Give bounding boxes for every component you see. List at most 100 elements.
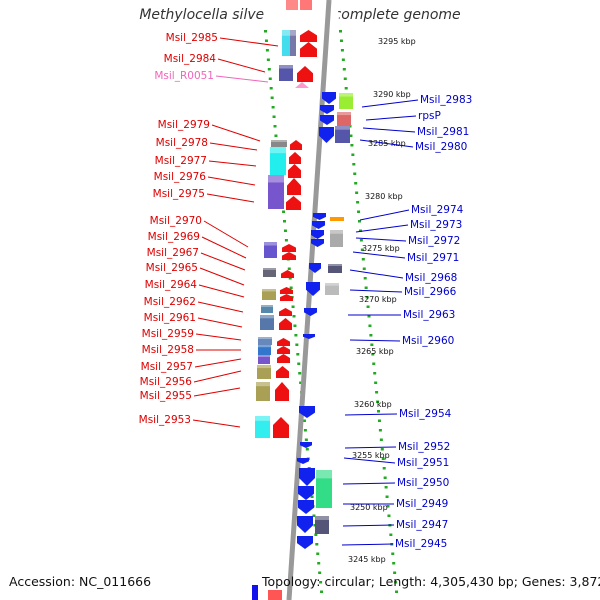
leader-line — [349, 289, 403, 293]
gene-label-msil_2967: Msil_2967 — [147, 247, 199, 259]
left-ruler-dot — [299, 381, 303, 384]
right-ruler-dot — [383, 476, 387, 479]
accession-text: Accession: NC_011666 — [9, 574, 152, 589]
right-ruler-dot — [356, 201, 360, 204]
left-ruler-dot — [315, 543, 319, 546]
left-ruler-dot — [293, 324, 297, 327]
scale-tick-label: 3295 kbp — [378, 37, 416, 46]
gene-label-rpsp: rpsP — [418, 110, 441, 122]
gene-block — [261, 305, 273, 313]
gene-arrow-forward — [277, 338, 290, 346]
left-ruler-dot — [274, 134, 278, 137]
right-ruler-dot — [357, 210, 361, 213]
right-ruler-dot — [382, 467, 386, 470]
right-ruler-dot — [371, 353, 375, 356]
gene-block-highlight — [328, 264, 342, 266]
scale-tick-label: 3255 kbp — [352, 451, 390, 460]
gene-block — [270, 147, 286, 175]
gene-block-highlight — [290, 30, 296, 36]
leader-line — [341, 543, 394, 546]
left-ruler-dot — [302, 419, 306, 422]
leader-line — [344, 446, 397, 449]
gene-block-highlight — [268, 175, 284, 183]
right-ruler-dot — [374, 381, 378, 384]
gene-label-msil_2965: Msil_2965 — [146, 262, 198, 274]
right-ruler-dot — [365, 296, 369, 299]
right-ruler-dot — [386, 505, 390, 508]
left-ruler-dot — [318, 571, 322, 574]
gene-arrow-forward — [300, 42, 317, 57]
gene-label-msil_2983: Msil_2983 — [420, 94, 472, 106]
leader-line — [207, 176, 256, 186]
gene-block-highlight — [256, 382, 270, 387]
leader-line — [206, 193, 255, 203]
gene-arrow-reverse — [320, 115, 334, 125]
right-ruler-dot — [372, 362, 376, 365]
leader-line — [343, 457, 396, 464]
gene-block-highlight — [257, 365, 271, 369]
gene-label-msil_2985: Msil_2985 — [166, 32, 218, 44]
leader-line — [359, 139, 414, 148]
left-ruler-dot — [266, 58, 270, 61]
gene-block-highlight — [263, 268, 276, 270]
left-ruler-dot — [270, 96, 274, 99]
scale-tick-label: 3275 kbp — [362, 244, 400, 253]
gene-label-msil_2950: Msil_2950 — [397, 477, 449, 489]
leader-line — [209, 142, 258, 151]
gene-block-highlight — [264, 242, 277, 246]
gene-label-msil_2947: Msil_2947 — [396, 519, 448, 531]
right-ruler-dot — [361, 258, 365, 261]
gene-arrow-reverse — [306, 282, 320, 296]
gene-arrow-forward — [288, 164, 301, 178]
left-ruler-dot — [304, 438, 308, 441]
gene-label-msil_2973: Msil_2973 — [410, 219, 462, 231]
right-ruler-dot — [370, 343, 374, 346]
right-ruler-dot — [377, 410, 380, 413]
gene-block — [258, 345, 271, 355]
gene-label-msil_2972: Msil_2972 — [408, 235, 460, 247]
gene-label-msil_2949: Msil_2949 — [396, 498, 448, 510]
right-ruler-dot — [364, 286, 368, 289]
gene-label-msil_r0051: Msil_R0051 — [154, 70, 214, 82]
right-ruler-dot — [389, 533, 393, 536]
right-ruler-dot — [339, 39, 343, 42]
left-ruler-dot — [317, 562, 321, 565]
left-ruler-dot — [313, 524, 317, 527]
right-ruler-dot — [376, 400, 380, 403]
right-ruler-dot — [391, 552, 395, 555]
gene-block — [282, 30, 290, 56]
gene-block-highlight — [261, 305, 273, 307]
gene-block-highlight — [325, 283, 339, 286]
right-ruler-dot — [373, 372, 377, 375]
gene-arrow-forward — [276, 366, 289, 378]
gene-arrow-reverse — [299, 406, 315, 418]
gene-arrow-forward — [282, 252, 296, 260]
gene-label-msil_2970: Msil_2970 — [150, 215, 202, 227]
left-ruler-dot — [264, 39, 268, 42]
left-ruler-dot — [267, 68, 271, 71]
left-ruler-dot — [319, 581, 323, 584]
leader-line — [197, 301, 244, 313]
right-ruler-dot — [339, 30, 342, 33]
scale-tick-label: 3250 kbp — [350, 503, 388, 512]
gene-block — [286, 0, 298, 10]
leader-line — [201, 236, 247, 259]
right-ruler-dot — [381, 457, 385, 460]
left-ruler-dot — [265, 49, 269, 52]
gene-arrow-forward — [286, 196, 301, 210]
gene-arrow-reverse — [300, 442, 312, 448]
gene-label-msil_2975: Msil_2975 — [153, 188, 205, 200]
right-ruler-dot — [394, 581, 398, 584]
gene-label-msil_2974: Msil_2974 — [411, 204, 464, 216]
right-ruler-dot — [393, 571, 397, 574]
gene-block-highlight — [270, 147, 286, 154]
gene-arrow-forward — [273, 417, 289, 438]
gene-block — [258, 337, 272, 345]
leader-line — [362, 127, 416, 133]
left-ruler-dot — [312, 514, 316, 517]
leader-line — [199, 267, 245, 286]
gene-arrow-reverse — [309, 263, 321, 273]
gene-label-msil_2952: Msil_2952 — [398, 441, 450, 453]
left-ruler-dot — [310, 495, 314, 498]
